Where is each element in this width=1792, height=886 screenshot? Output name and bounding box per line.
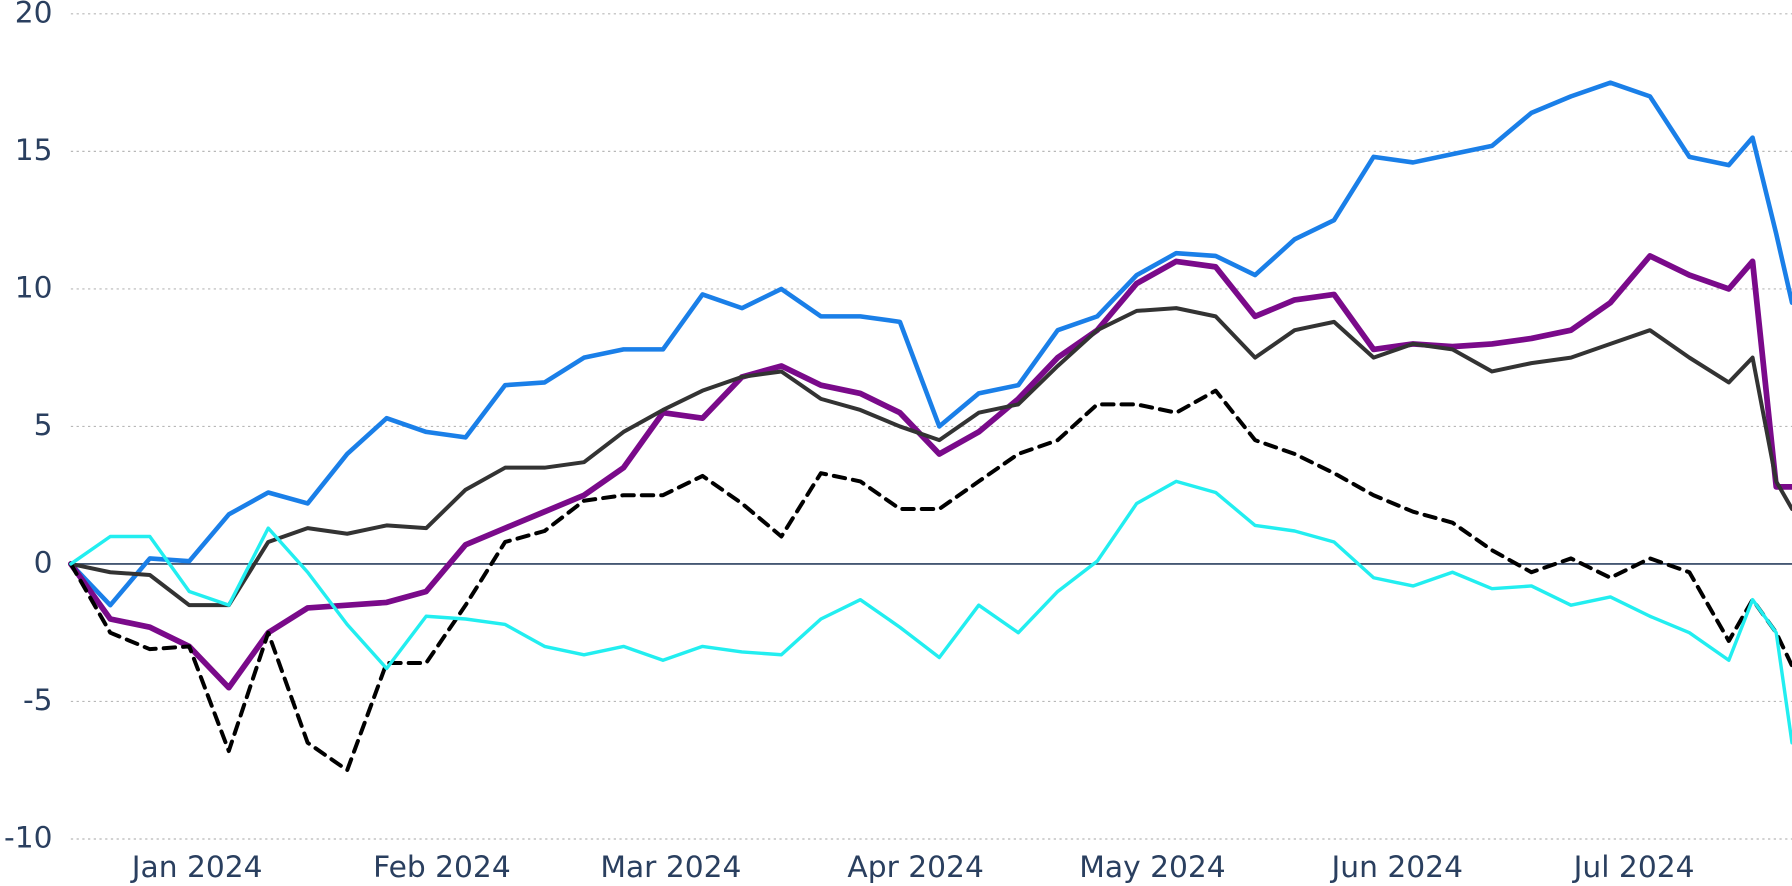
y-tick-label: 5 — [34, 408, 53, 443]
series-line — [68, 388, 1792, 773]
x-tick-label: Mar 2024 — [600, 850, 741, 885]
series-line — [68, 80, 1792, 608]
y-tick-label: -10 — [4, 821, 53, 856]
series-line — [69, 479, 1792, 745]
series-line — [68, 253, 1792, 691]
y-tick-label: 0 — [34, 545, 53, 580]
series-line — [68, 306, 1792, 608]
x-tick-label: Feb 2024 — [373, 850, 511, 885]
y-tick-label: 20 — [15, 0, 53, 30]
y-tick-label: 15 — [15, 133, 53, 168]
y-tick-label: -5 — [23, 683, 53, 718]
x-tick-label: Jan 2024 — [130, 850, 263, 885]
x-tick-label: Jun 2024 — [1330, 850, 1463, 885]
y-tick-label: 10 — [15, 270, 53, 305]
x-tick-label: Apr 2024 — [847, 850, 983, 885]
x-tick-label: May 2024 — [1079, 850, 1225, 885]
x-tick-label: Jul 2024 — [1572, 850, 1695, 885]
